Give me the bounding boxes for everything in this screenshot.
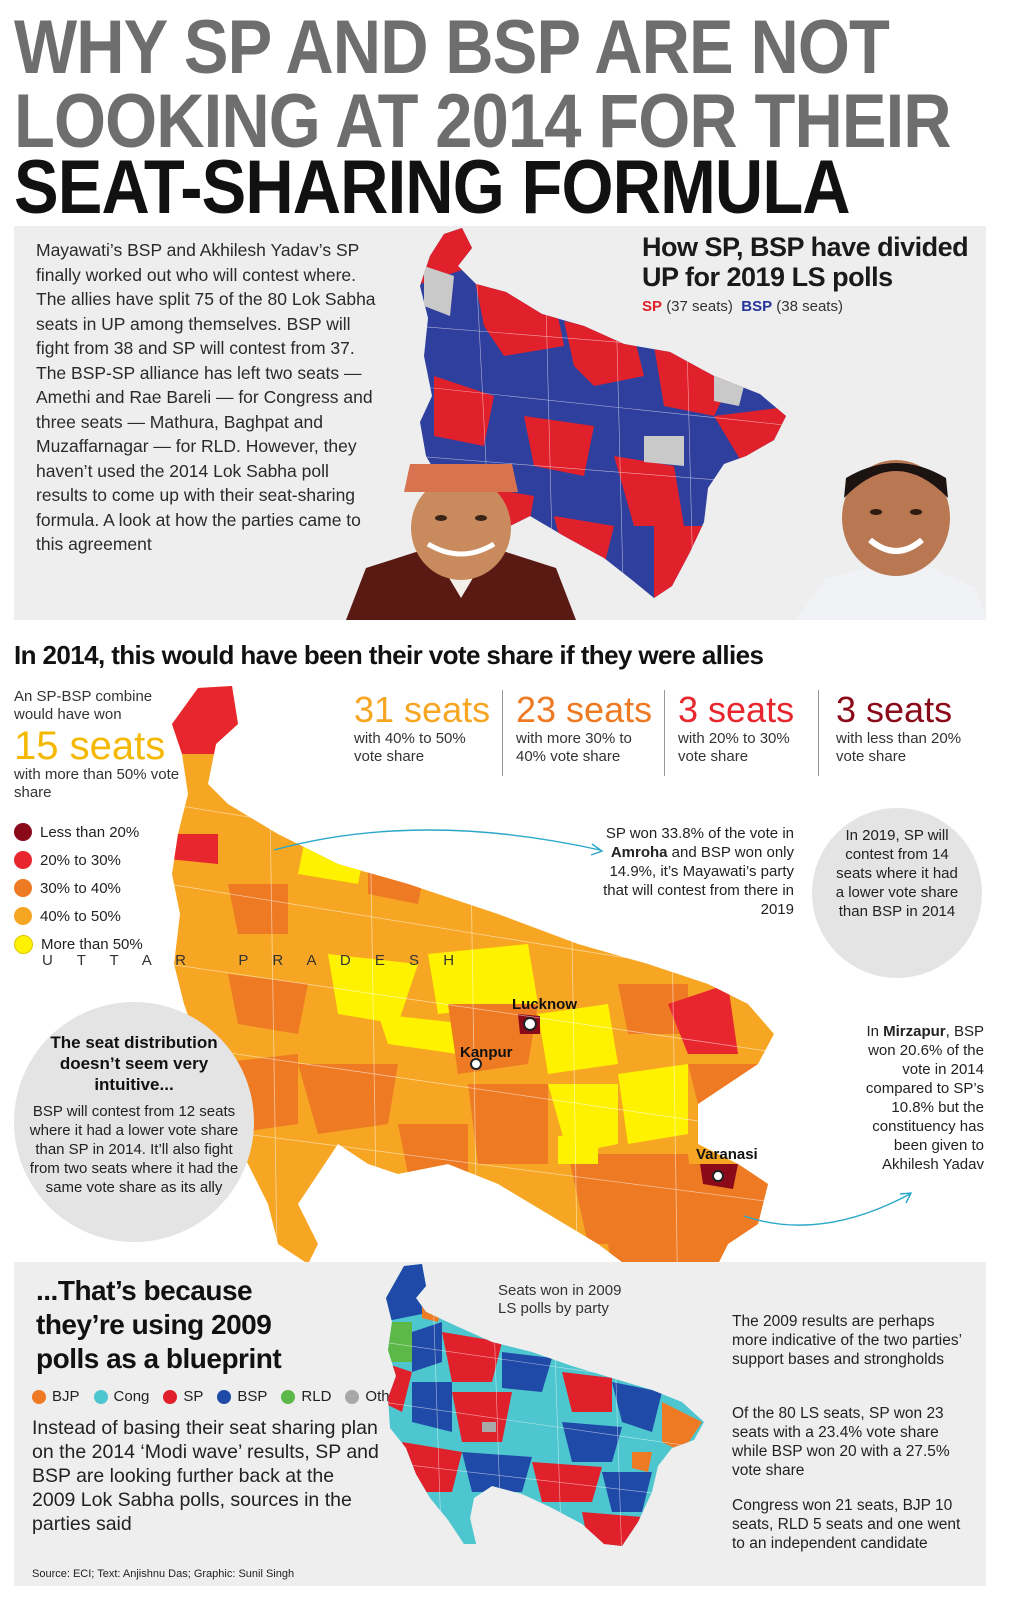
city-varanasi: Varanasi [696, 1146, 758, 1163]
stat-40-50-desc: with 40% to 50% vote share [354, 730, 466, 765]
seat-distribution-circle: The seat distribution doesn’t seem very … [14, 1002, 254, 1242]
stat-below-20-desc: with less than 20% vote share [836, 730, 962, 765]
legend-label: 20% to 30% [40, 851, 121, 869]
divider [502, 690, 503, 776]
legend-label: Oth [365, 1388, 390, 1405]
seat-distribution-title: The seat distribution doesn’t seem very … [50, 1033, 218, 1094]
headline-line-1: WHY SP AND BSP ARE NOT [14, 5, 890, 90]
legend-label: 40% to 50% [40, 907, 121, 925]
stat-below-20-num: 3 seats [836, 689, 953, 730]
seat-distribution-body: BSP will contest from 12 seats where it … [29, 1103, 239, 1196]
legend-swatch [14, 934, 33, 954]
blueprint-panel: ...That’s because they’re using 2009 pol… [14, 1262, 986, 1586]
city-kanpur: Kanpur [460, 1044, 513, 1061]
right-paragraph-1: The 2009 results are perhaps more indica… [732, 1313, 962, 1368]
map-2009-seats-by-party [386, 1264, 704, 1546]
legend-item: 20% to 30% [14, 846, 143, 874]
legend-item: 30% to 40% [14, 874, 143, 902]
legend-item: Less than 20% [14, 818, 143, 846]
circle-2019-text: In 2019, SP will contest from 14 seats w… [835, 827, 959, 920]
legend-label: 30% to 40% [40, 879, 121, 897]
legend-label: Cong [113, 1388, 150, 1405]
legend-label: BJP [52, 1388, 80, 1405]
legend-swatch [345, 1389, 360, 1404]
legend-label: RLD [301, 1388, 332, 1405]
legend-label: SP [183, 1388, 204, 1405]
legend-item: BSP [217, 1388, 267, 1405]
stat-20-30-num: 3 seats [678, 689, 795, 730]
amroha-note: SP won 33.8% of the vote in Amroha and B… [590, 824, 794, 919]
legend-swatch [163, 1389, 178, 1404]
legend-swatch [14, 879, 32, 897]
legend-item: SP [163, 1388, 203, 1405]
blueprint-title: ...That’s because they’re using 2009 pol… [36, 1275, 282, 1374]
source-credit: Source: ECI; Text: Anjishnu Das; Graphic… [32, 1568, 295, 1580]
stat-below-20: 3 seats with less than 20% vote share [836, 690, 976, 780]
sp-label: SP [642, 298, 663, 315]
legend-swatch [32, 1389, 46, 1404]
sp-seats: (37 seats) [666, 298, 733, 315]
mirzapur-note: In Mirzapur, BSP won 20.6% of the vote i… [862, 1022, 984, 1174]
party-legend: BJP Cong SP BSP RLD Oth [32, 1388, 390, 1405]
stat-30-40-num: 23 seats [516, 689, 653, 730]
map-2019-seat-division [420, 228, 786, 598]
legend-swatch [93, 1389, 108, 1404]
mirzapur-note-pre: In [866, 1023, 884, 1040]
big-seats-desc: with more than 50% vote share [14, 766, 180, 801]
headline-line-2: LOOKING AT 2014 FOR THEIR [14, 79, 952, 164]
vote-share-legend: Less than 20% 20% to 30% 30% to 40% 40% … [14, 818, 143, 958]
intro-panel: Mayawati’s BSP and Akhilesh Yadav’s SP f… [14, 226, 986, 620]
mirzapur-arrow [743, 1192, 913, 1226]
legend-item: More than 50% [14, 930, 143, 958]
divider [818, 690, 819, 776]
legend-item: BJP [32, 1388, 80, 1405]
map-2009-label: Seats won in 2009 LS polls by party [498, 1282, 622, 1317]
big-seats-15: 15 seats [14, 724, 166, 768]
circle-2019-note: In 2019, SP will contest from 14 seats w… [812, 808, 982, 978]
legend-item: RLD [281, 1388, 331, 1405]
blueprint-text: Instead of basing their seat sharing pla… [32, 1417, 379, 1535]
headline-line-3: SEAT-SHARING FORMULA [14, 145, 851, 230]
legend-item: Oth [345, 1388, 390, 1405]
amroha-note-pre: SP won 33.8% of the vote in [605, 825, 794, 842]
divider [664, 690, 665, 776]
amroha-arrow [273, 829, 604, 856]
city-lucknow: Lucknow [512, 996, 578, 1013]
map-2019-title: How SP, BSP have divided UP for 2019 LS … [642, 232, 969, 292]
legend-swatch [14, 851, 32, 869]
state-label: U T T A R P R A D E S H [42, 952, 465, 969]
legend-label: Less than 20% [40, 823, 140, 841]
legend-swatch [14, 823, 32, 841]
right-paragraph-3: Congress won 21 seats, BJP 10 seats, RLD… [732, 1497, 961, 1552]
legend-item: 40% to 50% [14, 902, 143, 930]
stat-20-30-desc: with 20% to 30% vote share [678, 730, 790, 765]
map-2019-legend: SP (37 seats) BSP (38 seats) [642, 298, 843, 315]
amroha-note-bold: Amroha [610, 844, 668, 861]
stat-20-30: 3 seats with 20% to 30% vote share [678, 690, 808, 780]
amroha-note-post: and BSP won only 14.9%, it’s Mayawati’s … [603, 844, 794, 918]
mayawati-photo [796, 460, 986, 620]
mirzapur-note-bold: Mirzapur [883, 1023, 946, 1040]
akhilesh-yadav-photo [346, 464, 576, 620]
legend-swatch [281, 1389, 296, 1404]
stat-30-40: 23 seats with more 30% to 40% vote share [516, 690, 656, 780]
legend-item: Cong [93, 1388, 150, 1405]
mirzapur-note-post: , BSP won 20.6% of the vote in 2014 comp… [865, 1023, 984, 1173]
intro-text: Mayawati’s BSP and Akhilesh Yadav’s SP f… [36, 240, 376, 554]
legend-swatch [14, 907, 32, 925]
stat-30-40-desc: with more 30% to 40% vote share [516, 730, 632, 765]
legend-swatch [217, 1389, 232, 1404]
legend-label: More than 50% [41, 935, 143, 953]
legend-label: BSP [237, 1388, 268, 1405]
stat-40-50: 31 seats with 40% to 50% vote share [354, 690, 494, 780]
bsp-label: BSP [741, 298, 773, 315]
combine-note: An SP-BSP combine would have won [14, 688, 153, 723]
section-2014-heading: In 2014, this would have been their vote… [14, 640, 764, 670]
stat-40-50-num: 31 seats [354, 689, 491, 730]
bsp-seats: (38 seats) [776, 298, 843, 315]
right-paragraph-2: Of the 80 LS seats, SP won 23 seats with… [732, 1405, 950, 1479]
